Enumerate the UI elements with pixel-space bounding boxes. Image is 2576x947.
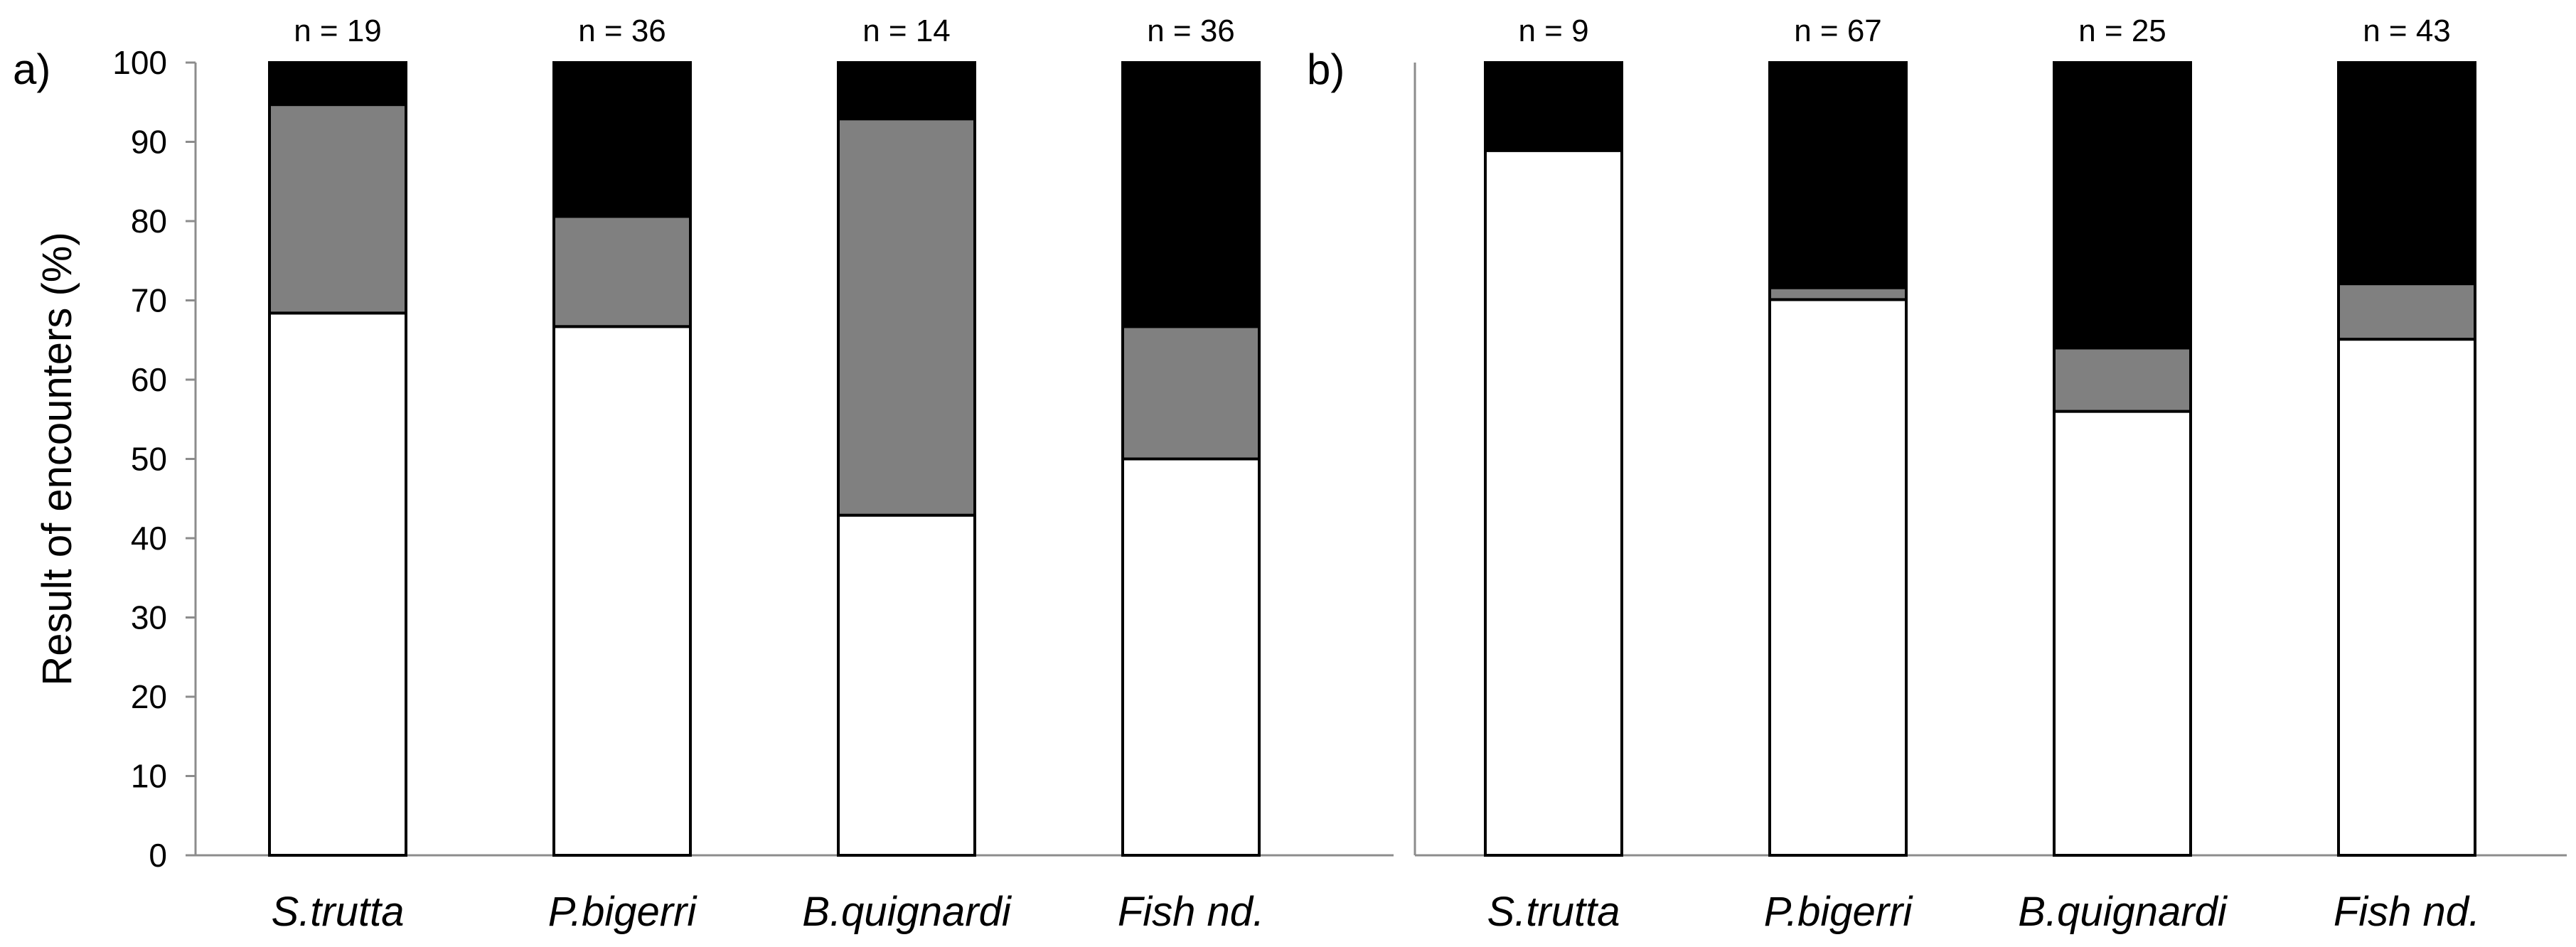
panel-b-label: b) (1307, 46, 1345, 93)
panel-a-y-tick-label: 20 (131, 678, 167, 715)
panel-b-n-label: n = 9 (1518, 14, 1588, 48)
panel-a-label: a) (13, 46, 50, 93)
panel-a-bar-segment (837, 513, 976, 857)
panel-a-bar-segment (837, 61, 976, 121)
panel-a-bar-segment (268, 61, 407, 107)
panel-a-bar-segment (268, 311, 407, 857)
panel-a-y-tick-label: 70 (131, 282, 167, 319)
panel-a-bar-segment (552, 61, 692, 218)
panel-a-category-label: B.quignardi (802, 889, 1012, 935)
panel-a-bar-segment (552, 325, 692, 857)
panel-a-chart: a) Result of encounters (%) 0 10 20 30 40 50 60 7… (13, 14, 1394, 935)
panel-a-y-tick-label: 50 (131, 441, 167, 478)
panel-a-bar-segment (1121, 325, 1261, 461)
panel-b-n-label: n = 25 (2078, 14, 2166, 48)
panel-b-bar-segment (1768, 298, 1908, 857)
panel-b-category-label: S.trutta (1487, 889, 1620, 935)
panel-b-n-label: n = 43 (2363, 14, 2451, 48)
panel-b-bar-segment (2337, 61, 2476, 286)
panel-a-y-tick-label: 60 (131, 361, 167, 398)
panel-b-category-label: P.bigerri (1764, 889, 1914, 935)
panel-a-bar-segment (268, 103, 407, 315)
panel-a-y-tick-label: 90 (131, 124, 167, 161)
panel-b-category-label: B.quignardi (2018, 889, 2228, 935)
panel-a-n-label: n = 19 (294, 14, 382, 48)
panel-a-y-tick-label: 0 (149, 837, 167, 874)
panel-b-bar-segment (2337, 338, 2476, 857)
panel-a-bar-segment (552, 215, 692, 328)
panel-b-bar-segment (1484, 149, 1623, 857)
panel-a-y-tick-label: 10 (131, 758, 167, 795)
panel-a-y-tick-label: 30 (131, 599, 167, 636)
panel-b-bar-segment (2053, 410, 2192, 857)
panel-b-n-label: n = 67 (1794, 14, 1882, 48)
panel-a-bar-segment (837, 117, 976, 517)
panel-b-category-label: Fish nd. (2334, 889, 2480, 935)
panel-a-y-tick-label: 40 (131, 520, 167, 557)
panel-b-bar-segment (2053, 346, 2192, 413)
panel-b-bar-segment (1768, 61, 1908, 289)
panel-a-category-label: Fish nd. (1118, 889, 1264, 935)
panel-a-category-label: P.bigerri (548, 889, 698, 935)
panel-a-y-axis-label: Result of encounters (%) (34, 232, 80, 685)
panel-b-bar-segment (1768, 286, 1908, 301)
panel-a-n-label: n = 36 (578, 14, 666, 48)
panel-b-chart: b) S.trutta n = 9 P.bigerri n = 67 B.quignard… (1307, 14, 2567, 935)
panel-a-y-tick-label: 80 (131, 203, 167, 240)
panel-a-n-label: n = 36 (1147, 14, 1235, 48)
panel-b-bar-segment (2337, 282, 2476, 341)
panel-a-y-tick-label: 100 (112, 44, 167, 81)
panel-a-bar-segment (1121, 61, 1261, 328)
panel-a-n-label: n = 14 (862, 14, 951, 48)
panel-a-bar-segment (1121, 457, 1261, 857)
panel-b-bar-segment (2053, 61, 2192, 350)
panel-b-bar-segment (1484, 61, 1623, 152)
panel-a-category-label: S.trutta (272, 889, 405, 935)
